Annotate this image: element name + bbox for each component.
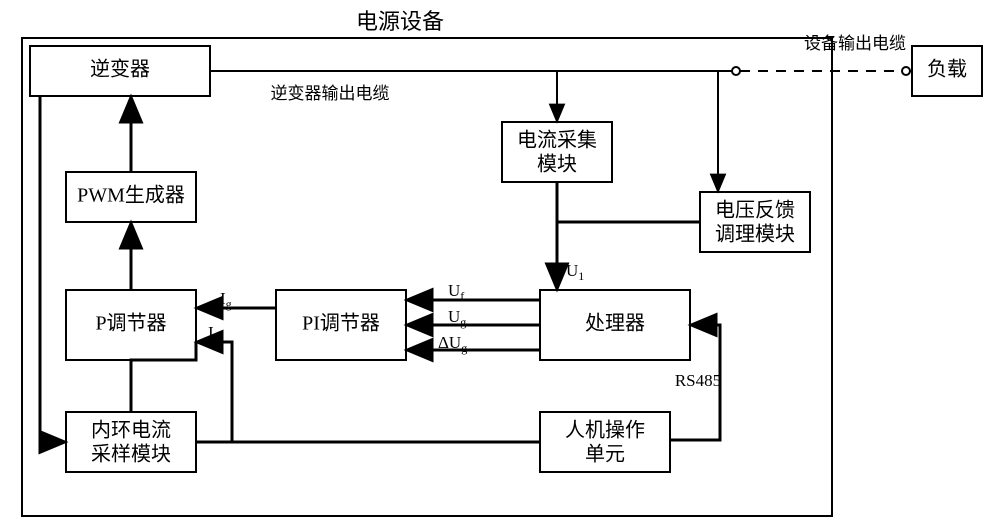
inverter-label: 逆变器 [90,58,150,81]
svg-text:PI调节器: PI调节器 [302,312,380,335]
svg-text:采样模块: 采样模块 [91,443,171,466]
dUg-label: ΔUg [438,333,467,355]
pwm-block: PWM生成器 [66,172,196,222]
svg-text:模块: 模块 [537,153,577,176]
equip-cable-label: 设备输出电缆 [804,34,906,53]
Ug-label: Ug [448,307,466,329]
terminal-load [902,67,910,75]
inner-loop-block: 内环电流 采样模块 [66,412,196,472]
svg-text:内环电流: 内环电流 [91,419,171,442]
svg-text:P调节器: P调节器 [95,312,166,335]
svg-text:处理器: 处理器 [585,312,645,335]
hmi-block: 人机操作 单元 [540,412,670,472]
pi-reg-block: PI调节器 [276,290,406,360]
p-reg-block: P调节器 [66,290,196,360]
svg-text:PWM生成器: PWM生成器 [77,184,185,207]
svg-text:电流采集: 电流采集 [517,129,597,152]
processor-block: 处理器 [540,290,690,360]
terminal-out [732,67,740,75]
inverter-block: 逆变器 [30,46,210,96]
Ig-label: Ig [220,289,232,311]
Uf-label: Uf [448,281,464,303]
if-into-p [196,342,232,442]
inv-cable-label: 逆变器输出电缆 [271,84,390,103]
svg-text:人机操作: 人机操作 [565,419,645,442]
title: 电源设备 [356,9,444,34]
inv-to-innerloop [40,96,66,442]
If-label: If [208,323,218,345]
U1-label: U1 [566,261,584,283]
load-block: 负载 [912,46,982,96]
svg-text:单元: 单元 [585,443,625,466]
svg-text:电压反馈: 电压反馈 [715,199,795,222]
current-acq-block: 电流采集 模块 [502,122,612,182]
load-label: 负载 [927,58,967,81]
volt-fb-block: 电压反馈 调理模块 [700,192,810,252]
svg-text:调理模块: 调理模块 [715,223,795,246]
rs485-label: RS485 [675,371,721,390]
